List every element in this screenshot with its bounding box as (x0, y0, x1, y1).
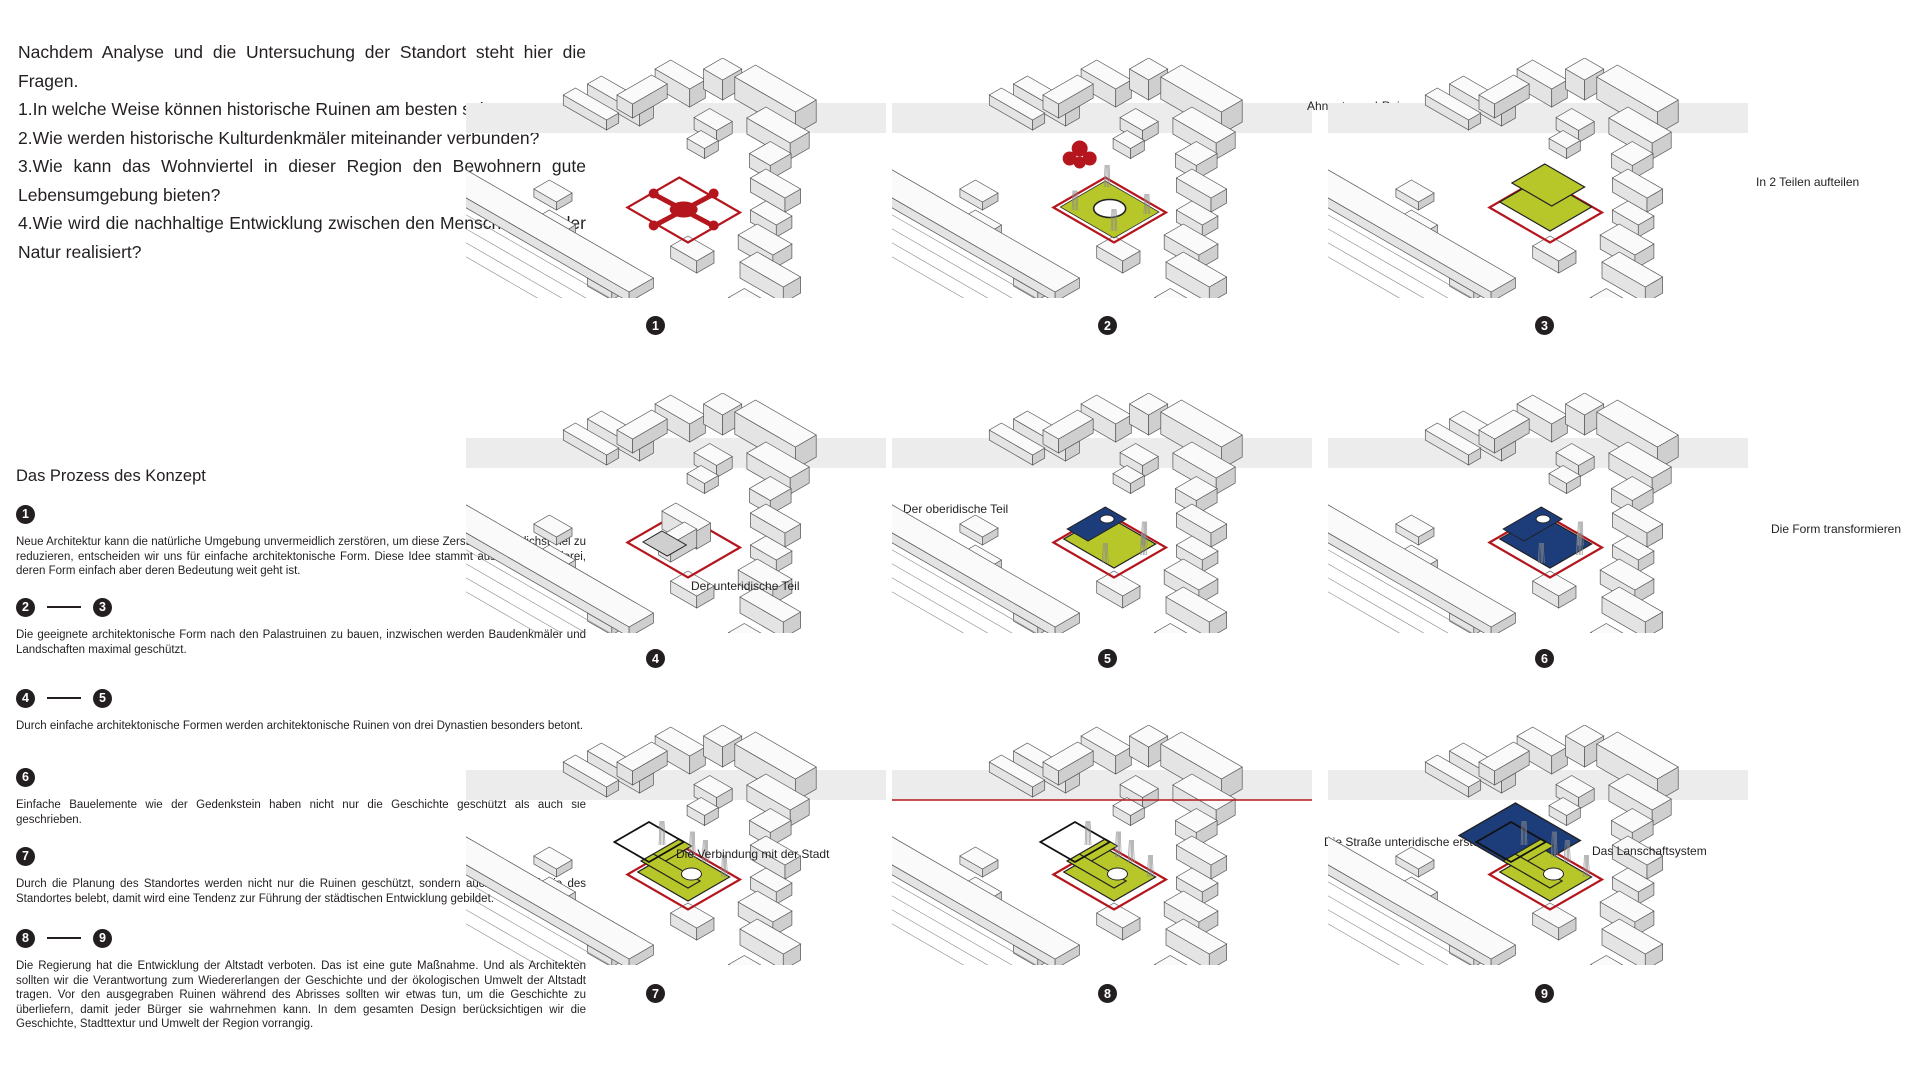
step-badge: 1 (16, 504, 35, 524)
diagram-number-badge: 7 (646, 984, 665, 1003)
step-badge: 9 (93, 928, 112, 948)
question-4: 4.Wie wird die nachhaltige Entwicklung z… (18, 213, 586, 262)
dash-connector (47, 606, 81, 608)
diagram-number-badge: 4 (646, 649, 665, 668)
step-text: Durch die Planung des Standortes werden … (16, 878, 586, 905)
diagram-number-badge: 6 (1535, 649, 1554, 668)
diagram-number-badge: 8 (1098, 984, 1117, 1003)
process-step-1: 1 Neue Architektur kann die natürliche U… (16, 503, 586, 579)
massing-drawing (892, 58, 1312, 298)
diagram-number-badge: 1 (646, 316, 665, 335)
step-text: Neue Architektur kann die natürliche Umg… (16, 536, 586, 577)
step-text: Einfache Bauelemente wie der Gedenkstein… (16, 799, 586, 826)
diagram-label: In 2 Teilen aufteilen (1756, 175, 1860, 189)
question-3: 3.Wie kann das Wohnviertel in dieser Reg… (18, 156, 586, 205)
concept-diagram-4 (466, 393, 886, 633)
concept-diagram-8 (892, 725, 1312, 965)
massing-drawing (1328, 725, 1748, 965)
diagram-number-badge: 5 (1098, 649, 1117, 668)
step-badge: 6 (16, 767, 35, 787)
concept-diagram-6 (1328, 393, 1748, 633)
process-step-6: 6 Einfache Bauelemente wie der Gedenkste… (16, 766, 586, 827)
step-badge: 7 (16, 846, 35, 866)
concept-diagram-1 (466, 58, 886, 298)
dash-connector (47, 697, 81, 699)
massing-drawing (1328, 58, 1748, 298)
massing-drawing (466, 725, 886, 965)
step-badge: 3 (93, 597, 112, 617)
diagram-label: Die Verbindung mit der Stadt (676, 847, 830, 861)
process-step-4-5: 4 5 Durch einfache architektonische Forme… (16, 687, 586, 734)
massing-drawing (892, 725, 1312, 965)
step-badge: 2 (16, 597, 35, 617)
question-1: 1.In welche Weise können historische Rui… (18, 99, 543, 119)
diagram-number-badge: 2 (1098, 316, 1117, 335)
concept-diagram-2 (892, 58, 1312, 298)
step-text: Die Regierung hat die Entwicklung der Al… (16, 960, 586, 1030)
step-badge: 5 (93, 688, 112, 708)
step-badge: 8 (16, 928, 35, 948)
process-title: Das Prozess des Konzept (16, 467, 206, 485)
massing-drawing (466, 393, 886, 633)
step-badge: 4 (16, 688, 35, 708)
process-step-7: 7 Durch die Planung des Standortes werde… (16, 845, 586, 906)
massing-drawing (466, 58, 886, 298)
intro-heading: Nachdem Analyse und die Untersuchung der… (18, 42, 586, 91)
dash-connector (47, 937, 81, 939)
question-2: 2.Wie werden historische Kulturdenkmäler… (18, 127, 540, 148)
concept-diagram-5 (892, 393, 1312, 633)
intro-text: Nachdem Analyse und die Untersuchung der… (18, 38, 586, 266)
step-text: Durch einfache architektonische Formen w… (16, 720, 584, 732)
diagram-label: Die Straße unteridische erstellen (1324, 835, 1499, 849)
diagram-number-badge: 3 (1535, 316, 1554, 335)
diagram-label: Das Lanschaftsystem (1592, 844, 1707, 858)
massing-drawing (892, 393, 1312, 633)
massing-drawing (1328, 393, 1748, 633)
diagram-number-badge: 9 (1535, 984, 1554, 1003)
step-text: Die geeignete architektonische Form nach… (16, 629, 586, 656)
process-step-2-3: 2 3 Die geeignete architektonische Form n… (16, 596, 586, 657)
diagram-label-secondary: Der unteridische Teil (691, 579, 800, 593)
diagram-label: Der oberidische Teil (903, 502, 1009, 516)
concept-diagram-9 (1328, 725, 1748, 965)
process-step-8-9: 8 9 Die Regierung hat die Entwicklung der… (16, 927, 586, 1032)
diagram-label: Die Form transformieren (1771, 522, 1902, 536)
concept-diagram-3 (1328, 58, 1748, 298)
concept-diagram-7 (466, 725, 886, 965)
